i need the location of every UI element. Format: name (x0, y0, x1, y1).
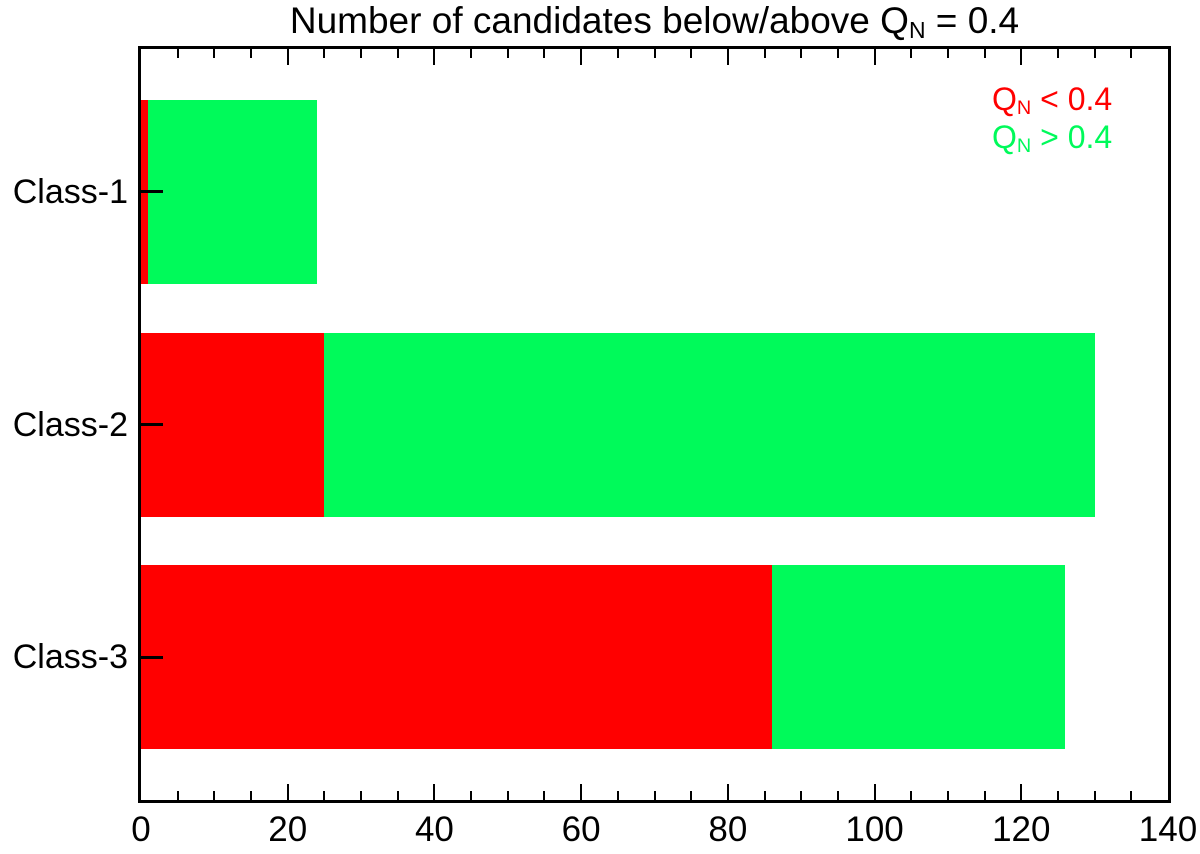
y-axis-label-class-3: Class-3 (12, 638, 128, 677)
x-axis-top-tick (580, 49, 583, 65)
y-axis-tick (141, 423, 163, 426)
title-subscript: N (908, 17, 926, 44)
legend-above-suffix: > 0.4 (1031, 119, 1113, 155)
x-axis-top-tick (176, 49, 179, 58)
x-axis-bottom-tick (1020, 784, 1023, 800)
y-axis-tick (141, 190, 163, 194)
legend-item-below: QN < 0.4 (992, 83, 1112, 121)
x-axis-bottom-tick (946, 791, 949, 800)
x-axis-bottom-tick (506, 791, 509, 800)
bar-segment-class-2-below (141, 332, 325, 517)
x-axis-top-tick (396, 49, 399, 58)
x-axis-tick-label: 20 (268, 810, 308, 849)
bar-segment-class-2-above (324, 332, 1095, 517)
x-axis-bottom-tick (470, 791, 473, 800)
x-axis-top-tick (653, 49, 656, 58)
title-suffix: = 0.4 (925, 0, 1020, 41)
x-axis-top-tick (470, 49, 473, 58)
x-axis-top-tick (323, 49, 326, 58)
x-axis-bottom-tick (323, 791, 326, 800)
x-axis-bottom-tick (360, 791, 363, 800)
legend-below-subscript: N (1016, 97, 1032, 120)
legend-above-text: Q (992, 119, 1017, 155)
x-axis-top-tick (1020, 49, 1023, 65)
x-axis-bottom-tick (873, 784, 876, 800)
x-axis-bottom-tick (1056, 791, 1059, 800)
x-axis-top-tick (873, 49, 876, 65)
x-axis-top-tick (946, 49, 949, 58)
x-axis-bottom-tick (433, 784, 436, 800)
legend-item-above: QN > 0.4 (992, 121, 1112, 159)
y-axis-tick (141, 655, 163, 659)
y-axis-label-class-2: Class-2 (12, 405, 128, 444)
x-axis-tick-label: 140 (1138, 810, 1198, 849)
x-axis-bottom-tick (213, 791, 216, 800)
bar-segment-class-1-above (148, 99, 318, 284)
legend-above-subscript: N (1016, 135, 1032, 158)
x-axis-top-tick (506, 49, 509, 58)
x-axis-top-tick (836, 49, 839, 58)
x-axis-bottom-tick (1093, 791, 1096, 800)
x-axis-top-tick (800, 49, 803, 58)
y-axis-label-class-1: Class-1 (12, 172, 128, 211)
x-axis-top-tick (286, 49, 289, 65)
x-axis-top-tick (1093, 49, 1096, 58)
x-axis-bottom-tick (726, 784, 729, 800)
x-axis-bottom-tick (286, 784, 289, 800)
x-axis-top-tick (250, 49, 253, 58)
x-axis-top-tick (763, 49, 766, 58)
x-axis-bottom-tick (910, 791, 913, 800)
x-axis-top-tick (983, 49, 986, 58)
x-axis-bottom-tick (1130, 791, 1133, 800)
x-axis-bottom-tick (690, 791, 693, 800)
title-text: Number of candidates below/above Q (289, 0, 909, 41)
legend-below-suffix: < 0.4 (1031, 81, 1113, 117)
x-axis-bottom-tick (543, 791, 546, 800)
x-axis-bottom-tick (616, 791, 619, 800)
x-axis-top-tick (543, 49, 546, 58)
x-axis-tick-label: 80 (708, 810, 748, 849)
x-axis-tick-label: 100 (845, 810, 904, 849)
bar-segment-class-3-below (141, 565, 772, 750)
x-axis-bottom-tick (983, 791, 986, 800)
x-axis-bottom-tick (176, 791, 179, 800)
x-axis-bottom-tick (396, 791, 399, 800)
x-axis-top-tick (910, 49, 913, 58)
x-axis-bottom-tick (250, 791, 253, 800)
x-axis-bottom-tick (580, 784, 583, 800)
x-axis-bottom-tick (836, 791, 839, 800)
x-axis-top-tick (360, 49, 363, 58)
x-axis-tick-label: 40 (414, 810, 454, 849)
bar-segment-class-3-above (771, 565, 1066, 750)
x-axis-top-tick (1130, 49, 1133, 58)
legend-below-text: Q (992, 81, 1017, 117)
plot-area (138, 46, 1171, 803)
x-axis-top-tick (1056, 49, 1059, 58)
x-axis-bottom-tick (800, 791, 803, 800)
chart-title: Number of candidates below/above QN = 0.… (138, 1, 1171, 45)
x-axis-top-tick (616, 49, 619, 58)
x-axis-tick-label: 60 (561, 810, 601, 849)
x-axis-bottom-tick (653, 791, 656, 800)
x-axis-bottom-tick (763, 791, 766, 800)
x-axis-top-tick (213, 49, 216, 58)
plot-inner (141, 49, 1168, 800)
x-axis-top-tick (690, 49, 693, 58)
x-axis-tick-label: 0 (131, 810, 151, 849)
legend: QN < 0.4 QN > 0.4 (992, 83, 1112, 159)
x-axis-top-tick (726, 49, 729, 65)
x-axis-tick-label: 120 (992, 810, 1051, 849)
x-axis-top-tick (433, 49, 436, 65)
